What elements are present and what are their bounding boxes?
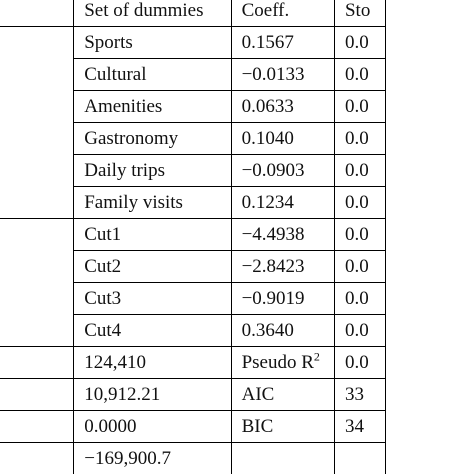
std-cell: 0.0 <box>333 186 387 219</box>
group-label-cell <box>0 218 75 347</box>
stat-extra-cell: 33 <box>333 378 387 411</box>
table-row: ood −169,900.7 <box>0 442 387 474</box>
std-cell: 0.0 <box>333 218 387 251</box>
stat-name-cell: BIC <box>230 410 335 443</box>
table-row: Cultural −0.0133 0.0 <box>0 58 387 91</box>
std-cell: 0.0 <box>333 90 387 123</box>
table-row: 124,410 Pseudo R2 0.0 <box>0 346 387 379</box>
superscript-two: 2 <box>313 349 320 364</box>
dummy-cell: Daily trips <box>73 154 232 187</box>
std-cell: 0.0 <box>333 282 387 315</box>
stat-name-cell: Pseudo R2 <box>230 346 335 379</box>
table-row: ed Sports 0.1567 0.0 <box>0 26 387 219</box>
table-row: Family visits 0.1234 0.0 <box>0 186 387 219</box>
stat-value-cell: 0.0000 <box>73 410 232 443</box>
stat-value-cell: 10,912.21 <box>73 378 232 411</box>
coeff-cell: −0.9019 <box>230 282 335 315</box>
coeff-cell: −2.8423 <box>230 250 335 283</box>
std-cell: 0.0 <box>333 122 387 155</box>
table-row: Gastronomy 0.1040 0.0 <box>0 122 387 155</box>
stat-label-cell <box>0 378 75 411</box>
coeff-cell: 0.1567 <box>230 26 335 59</box>
table-row: Cut3 −0.9019 0.0 <box>0 282 387 315</box>
group-label-cell: ed <box>0 26 75 219</box>
coeff-cell: −0.0903 <box>230 154 335 187</box>
std-cell: 0.0 <box>333 154 387 187</box>
coeff-cell: 0.0633 <box>230 90 335 123</box>
stat-label-cell <box>0 346 75 379</box>
table-row: Amenities 0.0633 0.0 <box>0 90 387 123</box>
stat-label-cell: ood <box>0 442 75 474</box>
stat-label-cell <box>0 410 75 443</box>
std-cell: 0.0 <box>333 314 387 347</box>
stat-value-cell: 124,410 <box>73 346 232 379</box>
std-cell: 0.0 <box>333 58 387 91</box>
std-cell: 0.0 <box>333 250 387 283</box>
table-row: Cut4 0.3640 0.0 <box>0 314 387 347</box>
coeff-cell: 0.3640 <box>230 314 335 347</box>
regression-results-table: Set of dummies Coeff. Sto ed Sports 0.15… <box>0 0 387 474</box>
table-row: 0.0000 BIC 34 <box>0 410 387 443</box>
pseudo-r-label: Pseudo R <box>241 352 314 373</box>
header-cell-variable <box>0 0 75 27</box>
coeff-cell: −0.0133 <box>230 58 335 91</box>
stat-extra-cell: 34 <box>333 410 387 443</box>
coeff-cell: −4.4938 <box>230 218 335 251</box>
std-cell: 0.0 <box>333 26 387 59</box>
table-row: Daily trips −0.0903 0.0 <box>0 154 387 187</box>
coeff-cell: 0.1234 <box>230 186 335 219</box>
dummy-cell: Family visits <box>73 186 232 219</box>
header-cell-set-of-dummies: Set of dummies <box>73 0 232 27</box>
dummy-cell: Sports <box>73 26 232 59</box>
stat-extra-cell: 0.0 <box>333 346 387 379</box>
dummy-cell: Amenities <box>73 90 232 123</box>
dummy-cell: Gastronomy <box>73 122 232 155</box>
table-row: 10,912.21 AIC 33 <box>0 378 387 411</box>
header-cell-coeff: Coeff. <box>230 0 335 27</box>
coeff-cell: 0.1040 <box>230 122 335 155</box>
stat-name-cell <box>230 442 335 474</box>
dummy-cell: Cultural <box>73 58 232 91</box>
stat-extra-cell <box>333 442 387 474</box>
stat-value-cell: −169,900.7 <box>73 442 232 474</box>
table-header-row: Set of dummies Coeff. Sto <box>0 0 387 27</box>
dummy-cell: Cut1 <box>73 218 232 251</box>
dummy-cell: Cut4 <box>73 314 232 347</box>
header-cell-std: Sto <box>333 0 387 27</box>
dummy-cell: Cut3 <box>73 282 232 315</box>
table-row: Cut2 −2.8423 0.0 <box>0 250 387 283</box>
stat-name-cell: AIC <box>230 378 335 411</box>
dummy-cell: Cut2 <box>73 250 232 283</box>
table-row: Cut1 −4.4938 0.0 <box>0 218 387 347</box>
